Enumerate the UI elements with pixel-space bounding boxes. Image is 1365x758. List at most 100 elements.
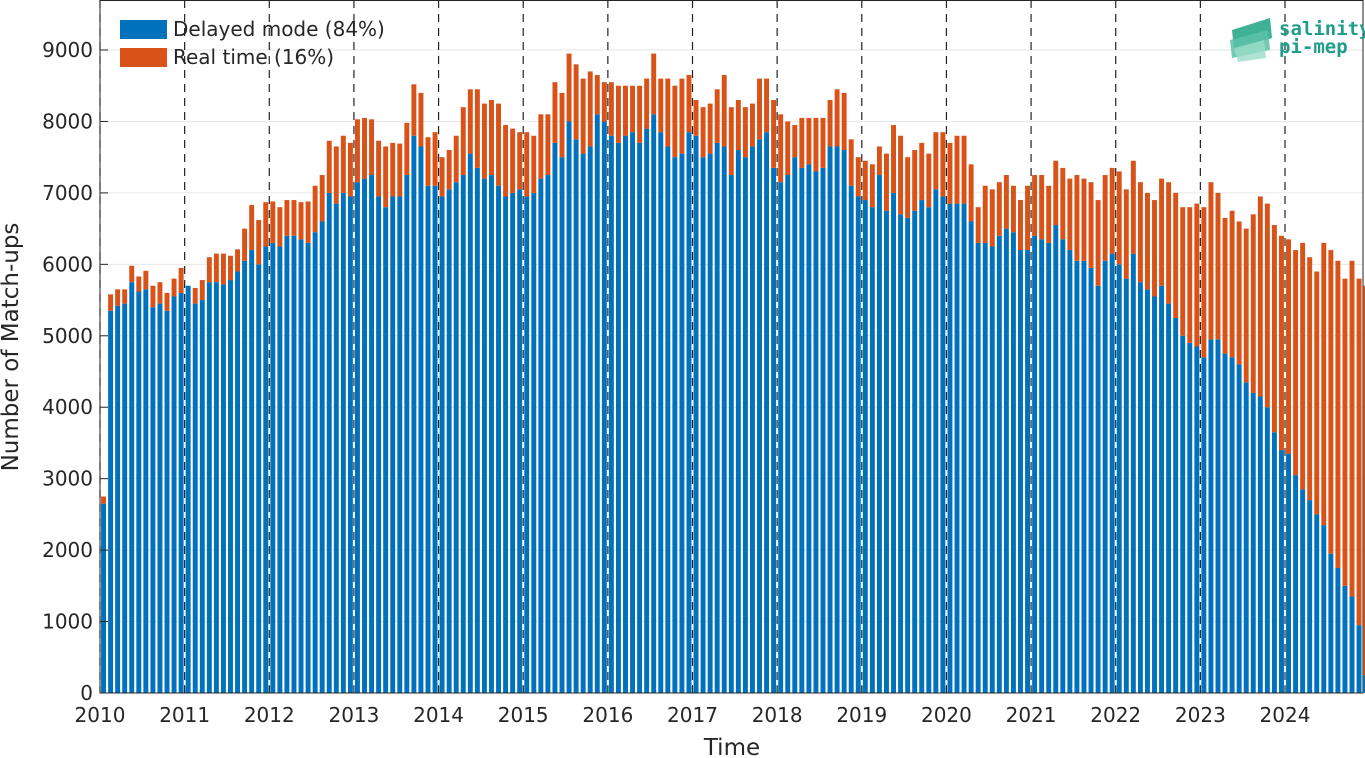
bar-realtime [284,200,290,236]
bar-realtime [1208,182,1214,340]
bar-delayed [594,114,600,694]
bar-delayed [658,132,664,693]
bar-delayed [213,282,219,693]
bar-realtime [862,160,868,201]
bar-delayed [1081,260,1087,693]
bar-delayed [404,175,410,694]
bar-delayed [608,135,614,694]
x-tick-label: 2024 [1260,703,1311,727]
bar-delayed [700,157,706,693]
x-axis: 2010 2011 2012 2013 2014 2015 2016 2017 2018 2019… [75,685,1311,727]
bar-realtime [538,114,544,179]
bar-delayed [1109,253,1115,693]
bar-realtime [1137,182,1143,283]
bar-realtime [312,185,318,233]
bar-realtime [792,125,798,158]
bar-realtime [714,89,720,143]
bar-realtime [496,103,501,186]
bar-delayed [524,196,530,694]
bar-delayed [277,246,283,694]
bar-delayed [742,157,748,693]
bar-delayed [644,128,650,694]
y-tick-label: 0 [80,681,93,705]
bar-delayed [728,175,734,694]
bar-delayed [919,200,925,693]
bar-delayed [1208,339,1214,693]
bar-delayed [1116,264,1122,693]
bar-delayed [489,175,494,694]
y-tick-label: 5000 [42,324,93,348]
bar-delayed [996,235,1002,694]
bar-delayed [362,178,367,693]
bar-delayed [785,175,791,694]
bar-realtime [559,92,565,158]
bar-realtime [1060,167,1066,240]
bar-delayed [270,242,276,693]
bar-realtime [1356,278,1362,626]
bar-realtime [1257,196,1263,397]
year-lines [99,0,1286,693]
bar-delayed [411,135,417,694]
bar-realtime [277,207,283,247]
bar-realtime [827,100,833,147]
bar-realtime [1130,160,1136,254]
bar-delayed [630,132,636,693]
bar-realtime [369,119,375,176]
x-tick-label: 2017 [667,703,718,727]
bar-realtime [658,78,664,133]
bar-realtime [432,132,438,186]
bar-realtime [693,100,699,136]
bar-delayed [439,196,445,694]
bar-delayed [968,221,974,693]
bar-realtime [340,135,346,193]
bar-delayed [792,157,798,693]
bar-realtime [975,207,981,243]
bar-delayed [707,153,713,693]
bar-realtime [1349,260,1355,597]
bar-realtime [1243,228,1249,383]
bar-delayed [912,210,918,693]
bar-delayed [1349,596,1355,693]
bar-realtime [467,89,473,154]
bar-delayed [623,135,628,694]
salinity-pi-mep-logo: salinity pi-mep [1230,18,1365,62]
bar-realtime [1003,175,1009,229]
bar-realtime [757,78,762,140]
bar-realtime [524,132,530,197]
bar-realtime [199,280,205,301]
bar-realtime [820,117,826,168]
bar-realtime [742,107,748,158]
bar-realtime [256,220,262,265]
bar-delayed [235,271,241,693]
bar-realtime [1166,182,1172,304]
bar-realtime [954,135,960,204]
bar-delayed [735,150,741,693]
bar-realtime [1039,175,1045,240]
bar-delayed [940,196,946,694]
bar-realtime [764,78,770,133]
bar-realtime [876,146,882,176]
bar-delayed [1194,346,1200,693]
bar-delayed [242,260,248,693]
bar-realtime [919,142,925,201]
bar-realtime [580,78,586,154]
bar-delayed [192,303,198,693]
x-tick-label: 2018 [752,703,803,727]
bar-delayed [178,292,184,693]
bar-realtime [1279,235,1284,451]
bar-delayed [827,146,833,694]
x-tick-label: 2013 [328,703,379,727]
bar-realtime [651,53,657,115]
bar-realtime [1067,178,1073,251]
bar-realtime [1293,250,1299,476]
bar-delayed [1314,514,1320,693]
bar-realtime [785,121,791,176]
bar-realtime [319,175,325,222]
bar-realtime [707,103,713,154]
bar-delayed [587,146,593,694]
y-tick-label: 4000 [42,395,93,419]
bar-delayed [601,121,607,693]
x-tick-label: 2020 [921,703,972,727]
bar-delayed [799,167,805,694]
bar-delayed [347,196,353,694]
